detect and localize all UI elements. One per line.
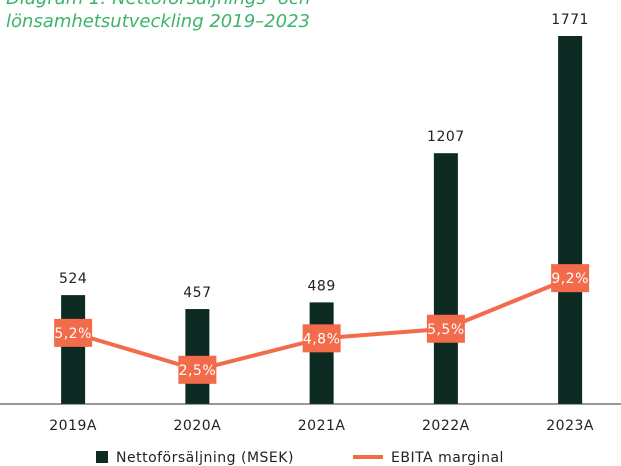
bar (433, 153, 458, 404)
x-tick-label: 2021A (298, 418, 346, 434)
line-value-label: 9,2% (551, 271, 589, 287)
legend-swatch (96, 451, 108, 463)
bar-value-label: 1207 (427, 129, 465, 145)
bar-value-label: 524 (59, 271, 87, 287)
chart-title: Diagram 1: Nettoförsäljnings- och (6, 0, 310, 9)
line-value-label: 5,2% (54, 326, 92, 342)
x-tick-label: 2020A (174, 418, 222, 434)
line-label-box (426, 314, 465, 343)
x-tick-label: 2022A (422, 418, 470, 434)
line-value-label: 5,5% (427, 322, 465, 338)
bar (558, 36, 583, 404)
x-tick-label: 2019A (49, 418, 97, 434)
bar-value-label: 457 (183, 285, 211, 301)
bar-value-label: 1771 (551, 12, 589, 28)
bar (309, 302, 334, 404)
bar (61, 295, 86, 404)
x-tick-label: 2023A (546, 418, 594, 434)
line-value-label: 4,8% (303, 331, 341, 347)
line-label-box (54, 318, 93, 347)
line-label-box (302, 324, 341, 353)
legend-label: EBITA marginal (391, 450, 504, 466)
line-label-box (551, 264, 590, 293)
legend-label: Nettoförsäljning (MSEK) (116, 450, 294, 466)
chart-title: lönsamhetsutveckling 2019–2023 (6, 11, 310, 32)
line-label-box (178, 355, 217, 384)
line-value-label: 2,5% (179, 363, 217, 379)
bar-value-label: 489 (308, 278, 336, 294)
